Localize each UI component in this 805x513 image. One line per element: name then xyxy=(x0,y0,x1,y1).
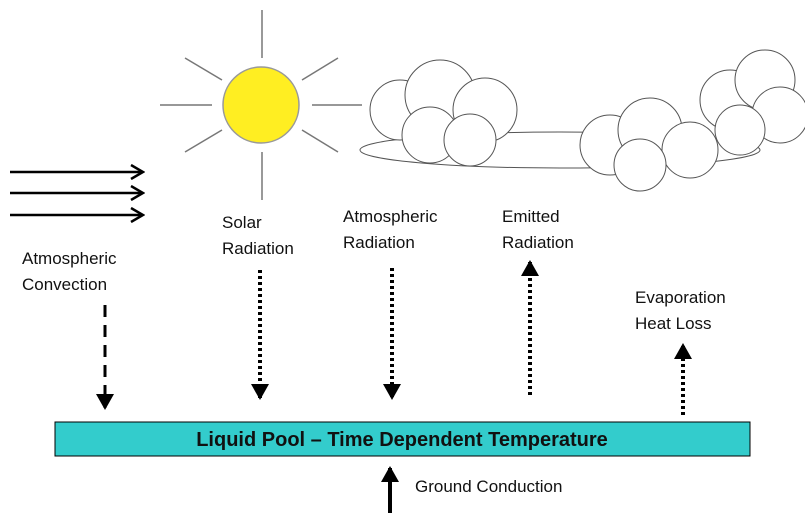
label-line: Atmospheric xyxy=(22,249,117,268)
label-line: Radiation xyxy=(343,233,415,252)
label-line: Radiation xyxy=(502,233,574,252)
wind-arrows xyxy=(10,172,143,215)
label-line: Radiation xyxy=(222,239,294,258)
liquid-pool xyxy=(54,421,751,457)
sun xyxy=(160,10,362,200)
pool-label: Liquid Pool – Time Dependent Temperature xyxy=(196,429,608,451)
label-line: Atmospheric xyxy=(343,207,438,226)
label-line: Solar xyxy=(222,213,262,232)
ground-label: Ground Conduction xyxy=(415,477,562,496)
label-line: Heat Loss xyxy=(635,314,712,333)
label-line: Convection xyxy=(22,275,107,294)
label-line: Evaporation xyxy=(635,288,726,307)
flux-arrows xyxy=(96,260,692,513)
label-line: Emitted xyxy=(502,207,560,226)
clouds xyxy=(359,49,805,192)
